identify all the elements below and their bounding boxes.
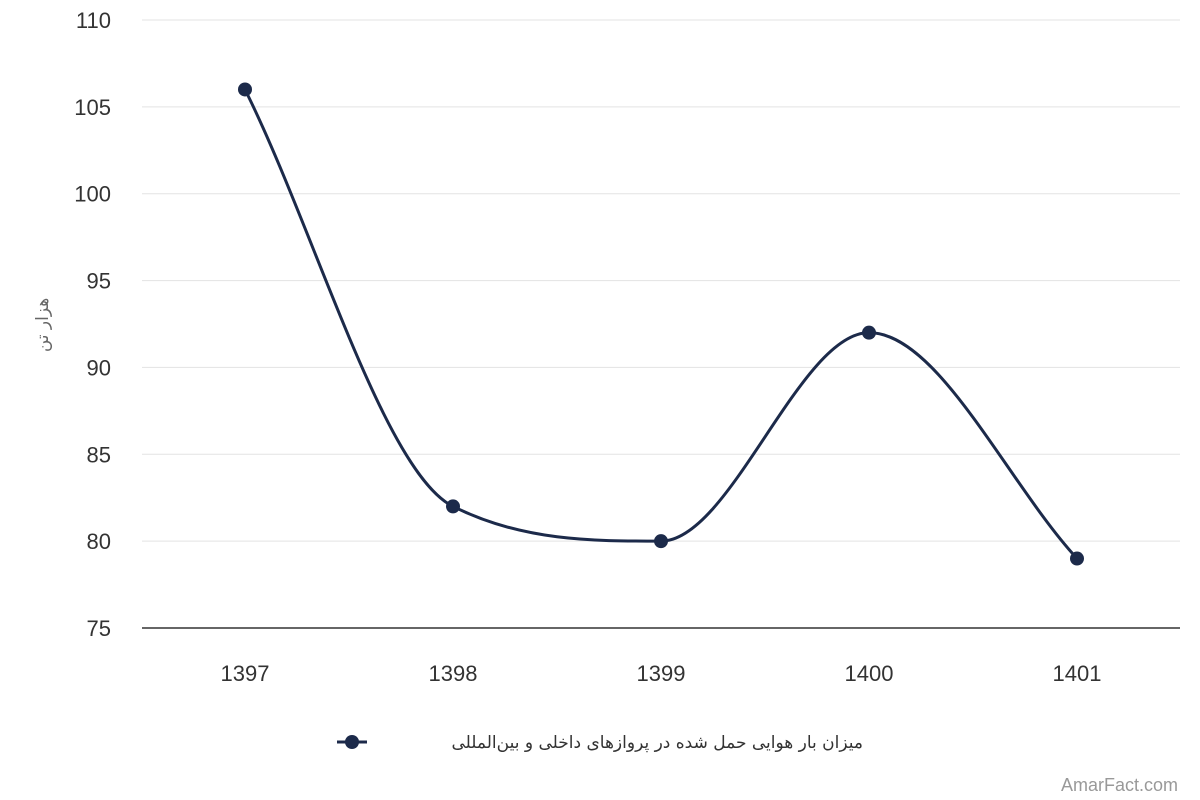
x-tick-label: 1400 bbox=[845, 661, 894, 686]
data-point[interactable] bbox=[238, 82, 252, 97]
y-tick-label: 110 bbox=[76, 8, 111, 33]
y-tick-label: 75 bbox=[87, 616, 111, 641]
y-axis-label: هزار تن bbox=[33, 298, 53, 352]
legend-label[interactable]: میزان بار هوایی حمل شده در پروازهای داخل… bbox=[452, 733, 864, 753]
y-tick-label: 95 bbox=[87, 269, 111, 294]
series-layer bbox=[238, 82, 1084, 566]
data-point[interactable] bbox=[862, 325, 876, 340]
series-line bbox=[243, 88, 1079, 560]
x-tick-label: 1397 bbox=[221, 661, 270, 686]
legend-marker-icon bbox=[345, 735, 359, 749]
y-tick-label: 90 bbox=[87, 355, 111, 380]
x-tick-label: 1399 bbox=[637, 661, 686, 686]
data-point[interactable] bbox=[654, 534, 668, 549]
x-tick-label: 1401 bbox=[1053, 661, 1102, 686]
y-tick-label: 105 bbox=[74, 95, 111, 120]
data-point[interactable] bbox=[446, 499, 460, 514]
y-tick-label: 80 bbox=[87, 529, 111, 554]
grid-layer bbox=[142, 19, 1180, 542]
axis-layer: 75 80 85 90 95 100 105 110 1397 1398 1399 1400 1401 ه… bbox=[33, 8, 1180, 686]
data-point[interactable] bbox=[1070, 551, 1084, 566]
y-tick-label: 85 bbox=[87, 442, 111, 467]
x-tick-label: 1398 bbox=[429, 661, 478, 686]
y-tick-label: 100 bbox=[74, 182, 111, 207]
watermark-text: AmarFact.com bbox=[1061, 775, 1178, 795]
legend[interactable]: میزان بار هوایی حمل شده در پروازهای داخل… bbox=[337, 733, 863, 753]
